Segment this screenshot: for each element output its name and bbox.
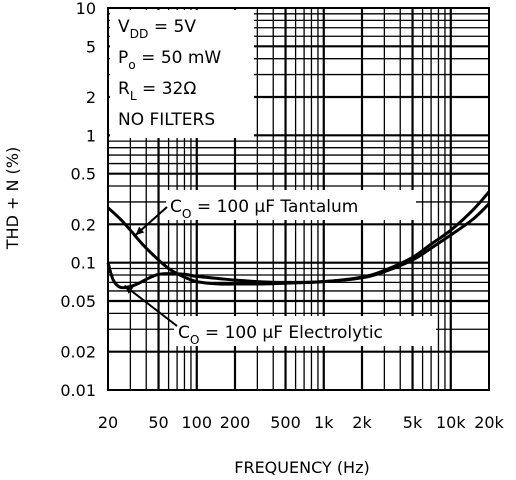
x-tick-label: 20: [98, 413, 118, 432]
series-line-tantalum: [106, 190, 491, 286]
electrolytic-label-bg: [174, 316, 436, 346]
y-tick-label: 2: [86, 88, 96, 107]
y-tick-label: 0.05: [60, 292, 96, 311]
y-tick-label: 5: [86, 37, 96, 56]
condition-text: NO FILTERS: [118, 110, 215, 130]
plot-frame: [107, 7, 490, 391]
x-tick-label: 50: [148, 413, 168, 432]
y-tick-label: 0.01: [60, 381, 96, 400]
series-layer: [106, 190, 491, 290]
electrolytic-leader: [123, 284, 178, 327]
arrowhead: [135, 226, 145, 235]
y-tick-label: 0.1: [71, 254, 96, 273]
x-tick-label: 500: [270, 413, 301, 432]
x-tick-labels: 20 50 100 200 500 1k 2k 5k 10k 20k: [98, 413, 505, 432]
y-tick-labels: 0.01 0.02 0.05 0.1 0.2 0.5 1 2 5 10: [60, 0, 96, 400]
condition-text: Po = 50 mW: [118, 48, 221, 72]
conditions-box: [110, 10, 254, 138]
condition-text: RL = 32Ω: [118, 79, 196, 103]
x-tick-label: 1k: [314, 413, 334, 432]
y-tick-label: 10: [76, 0, 96, 18]
y-tick-label: 1: [86, 126, 96, 145]
electrolytic-label: CO = 100 μF Electrolytic: [178, 323, 383, 347]
leader-line: [123, 284, 178, 327]
x-axis-label: FREQUENCY (Hz): [234, 458, 369, 477]
x-tick-label: 100: [181, 413, 212, 432]
x-tick-label: 20k: [474, 413, 504, 432]
tantalum-leader: [134, 206, 168, 236]
x-tick-label: 5k: [403, 413, 423, 432]
arrowhead: [124, 285, 134, 294]
x-tick-label: 10k: [436, 413, 466, 432]
annotation-layer: VDD = 5V Po = 50 mW RL = 32Ω NO FILTERS CO =…: [110, 10, 436, 347]
y-tick-label: 0.5: [71, 165, 96, 184]
y-tick-label: 0.2: [71, 215, 96, 234]
tantalum-label-bg: [166, 190, 416, 220]
condition-text: VDD = 5V: [118, 17, 196, 41]
x-tick-label: 2k: [352, 413, 372, 432]
tantalum-label: CO = 100 μF Tantalum: [170, 197, 358, 221]
x-tick-label: 200: [220, 413, 251, 432]
y-axis-label: THD + N (%): [3, 147, 22, 250]
series-line-electrolytic: [106, 202, 491, 290]
y-tick-label: 0.02: [60, 343, 96, 362]
